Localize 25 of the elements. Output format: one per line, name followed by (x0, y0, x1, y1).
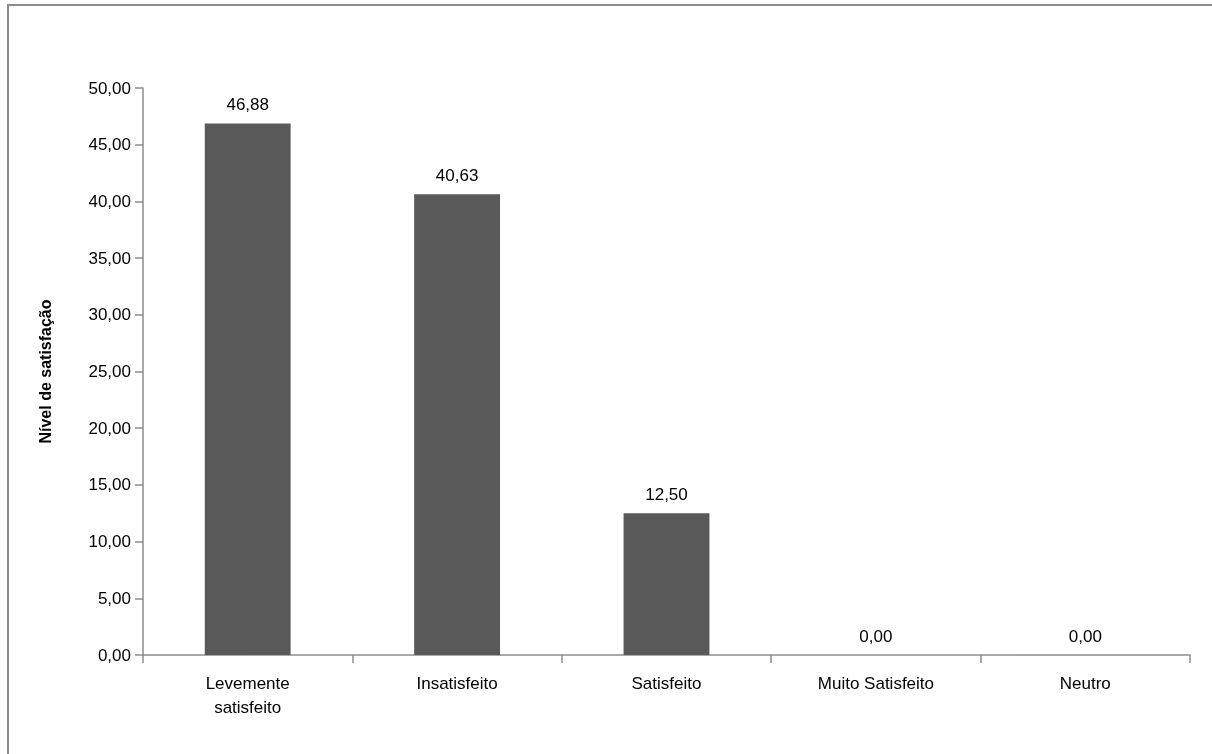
y-tick-label: 20,00 (88, 418, 131, 438)
data-label: 0,00 (859, 627, 893, 646)
data-label: 46,88 (226, 95, 269, 115)
y-tick-label: 5,00 (97, 588, 131, 608)
bar (204, 123, 291, 655)
y-tick-label: 30,00 (88, 305, 131, 325)
x-tick-label: Neutro (1059, 673, 1111, 693)
x-tick-label: Satisfeito (631, 673, 702, 693)
data-label: 0,00 (1068, 627, 1102, 646)
data-label: 12,50 (645, 485, 688, 505)
y-tick-label: 25,00 (88, 362, 131, 381)
bar (414, 194, 501, 655)
y-tick-label: 50,00 (88, 78, 131, 98)
y-tick-label: 15,00 (88, 475, 131, 495)
x-tick-label: Insatisfeito (416, 673, 498, 693)
y-axis-title: Nível de satisfação (36, 299, 54, 444)
y-tick-label: 0,00 (97, 645, 131, 665)
data-label: 40,63 (435, 166, 479, 186)
y-tick-label: 45,00 (88, 135, 131, 155)
x-tick-label: Muito Satisfeito (817, 673, 935, 693)
bar (623, 513, 710, 655)
x-tick-label: Levemente satisfeito (205, 673, 290, 717)
y-tick-label: 35,00 (88, 248, 131, 268)
y-tick-label: 10,00 (88, 532, 131, 552)
y-tick-label: 40,00 (88, 191, 131, 211)
